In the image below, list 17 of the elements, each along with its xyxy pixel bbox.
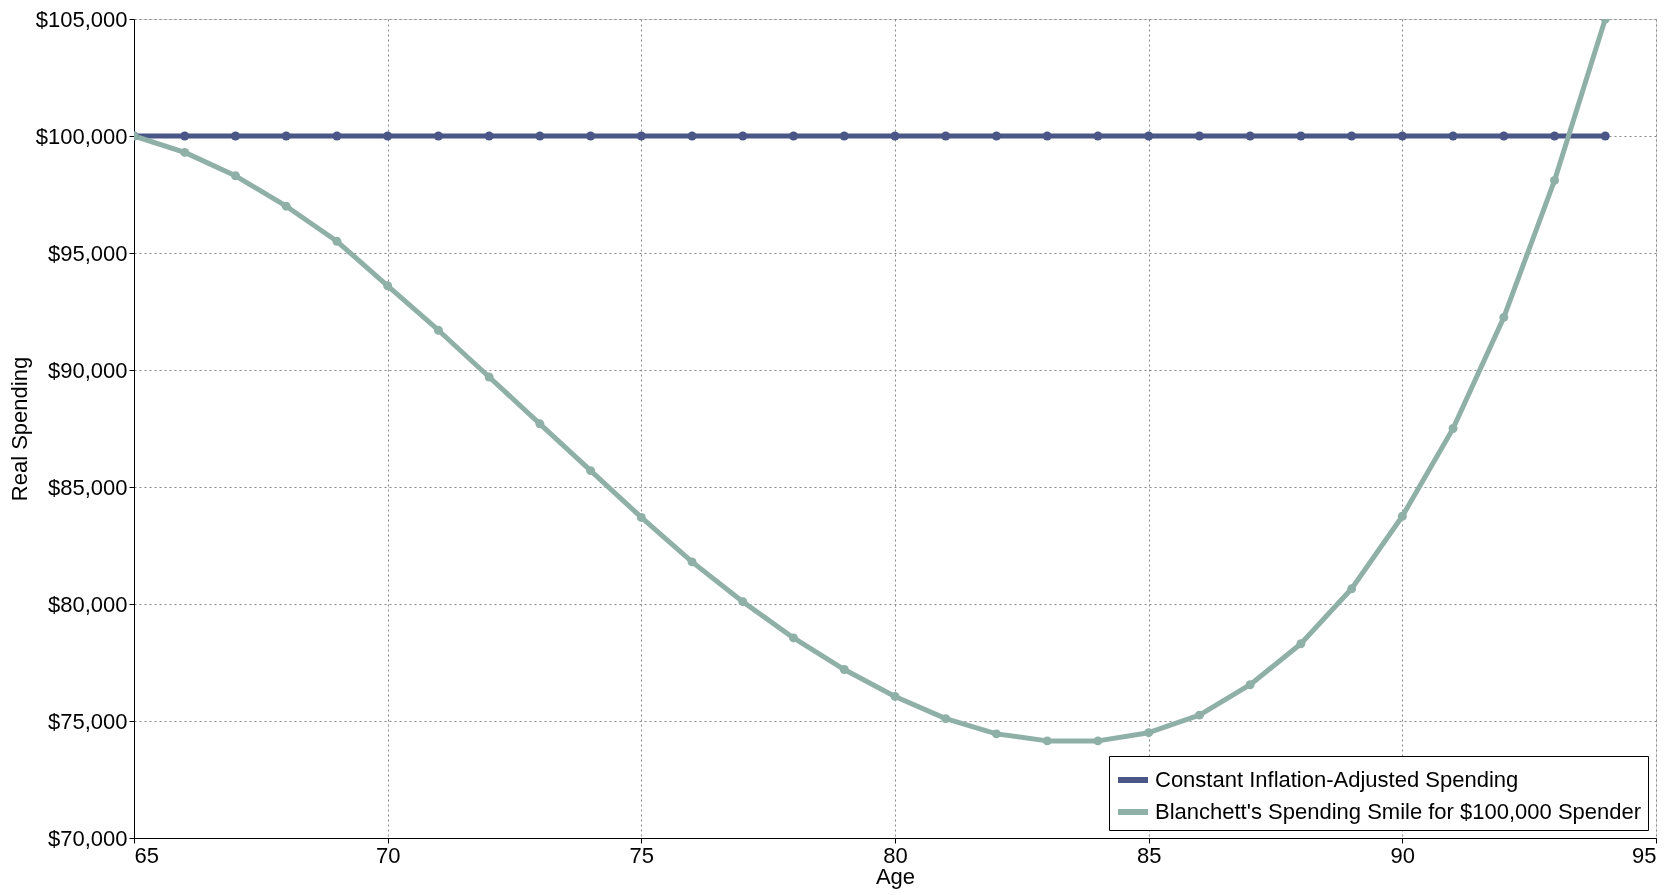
- y-tick-label: $75,000: [47, 708, 128, 734]
- x-tick-label: 75: [629, 842, 655, 868]
- legend-label: Blanchett's Spending Smile for $100,000 Spender: [1155, 799, 1642, 824]
- y-tick-label: $105,000: [35, 6, 128, 32]
- x-tick-label: 85: [1136, 842, 1162, 868]
- legend-label: Constant Inflation-Adjusted Spending: [1155, 767, 1519, 792]
- y-axis-title: Real Spending: [6, 356, 32, 502]
- y-tick-label: $70,000: [47, 825, 128, 851]
- y-tick-label: $90,000: [47, 357, 128, 383]
- x-tick-label: 65: [134, 842, 159, 868]
- x-tick-label: 70: [375, 842, 401, 868]
- y-tick-label: $100,000: [35, 123, 128, 149]
- y-tick-label: $80,000: [47, 591, 128, 617]
- y-tick-label: $95,000: [47, 240, 128, 266]
- x-tick-label: 95: [1632, 842, 1657, 868]
- y-tick-label: $85,000: [47, 474, 128, 500]
- x-tick-label: 90: [1390, 842, 1416, 868]
